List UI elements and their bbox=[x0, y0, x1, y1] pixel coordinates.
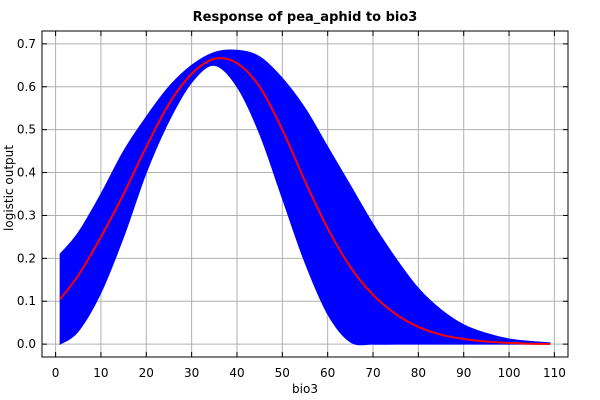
y-axis-ticks: 0.0 0.1 0.2 0.3 0.4 0.5 0.6 0.7 bbox=[17, 37, 568, 351]
x-axis-label: bio3 bbox=[292, 382, 318, 396]
plot-frame bbox=[41, 30, 569, 358]
x-tick-label: 10 bbox=[93, 366, 108, 380]
y-tick-label: 0.7 bbox=[17, 37, 36, 51]
x-tick-label: 40 bbox=[229, 366, 244, 380]
chart-title: Response of pea_aphid to bio3 bbox=[193, 10, 418, 25]
x-tick-label: 60 bbox=[320, 366, 335, 380]
x-tick-label: 20 bbox=[139, 366, 154, 380]
y-tick-label: 0.6 bbox=[17, 80, 36, 94]
y-tick-label: 0.4 bbox=[17, 166, 36, 180]
x-tick-label: 80 bbox=[411, 366, 426, 380]
x-tick-label: 100 bbox=[498, 366, 521, 380]
y-tick-label: 0.0 bbox=[17, 337, 36, 351]
mean-response-curve bbox=[59, 57, 550, 345]
x-axis-ticks: 0 10 20 30 40 50 60 70 80 90 100 110 bbox=[52, 31, 566, 380]
y-tick-label: 0.3 bbox=[17, 208, 36, 222]
mean-curve-line bbox=[59, 57, 550, 345]
x-tick-label: 0 bbox=[52, 366, 60, 380]
x-tick-label: 30 bbox=[184, 366, 199, 380]
x-tick-label: 70 bbox=[365, 366, 380, 380]
x-tick-label: 110 bbox=[543, 366, 566, 380]
x-tick-label: 90 bbox=[456, 366, 471, 380]
y-tick-label: 0.5 bbox=[17, 123, 36, 137]
y-tick-label: 0.2 bbox=[17, 251, 36, 265]
x-tick-label: 50 bbox=[275, 366, 290, 380]
y-axis-label: logistic output bbox=[2, 145, 16, 231]
y-tick-label: 0.1 bbox=[17, 294, 36, 308]
